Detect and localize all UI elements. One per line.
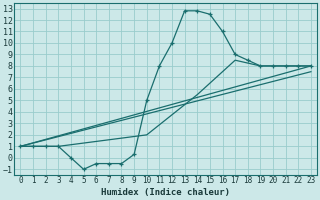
X-axis label: Humidex (Indice chaleur): Humidex (Indice chaleur)	[101, 188, 230, 197]
